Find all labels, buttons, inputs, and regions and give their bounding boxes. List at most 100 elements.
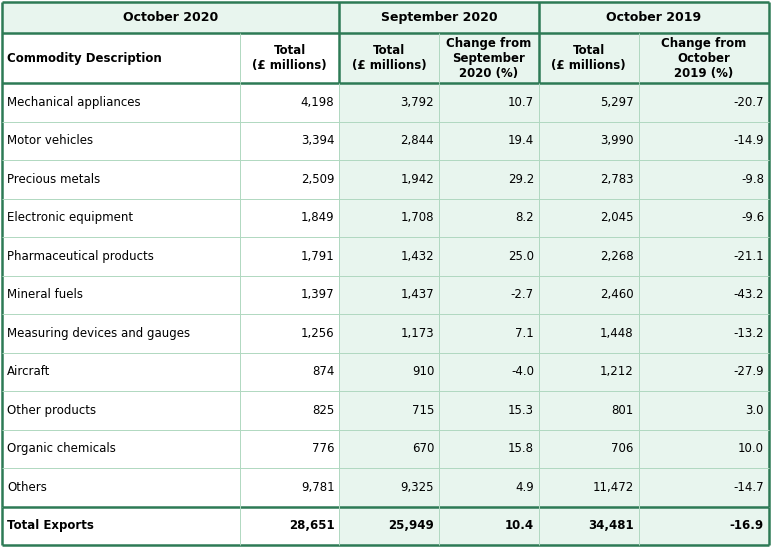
Text: 3,394: 3,394 (301, 135, 335, 147)
Text: -14.7: -14.7 (733, 481, 764, 494)
Text: 1,791: 1,791 (301, 250, 335, 263)
Text: -2.7: -2.7 (510, 288, 534, 301)
Text: 11,472: 11,472 (592, 481, 634, 494)
Text: September 2020: September 2020 (381, 11, 497, 24)
Text: Total
(£ millions): Total (£ millions) (352, 44, 426, 72)
Text: 910: 910 (412, 365, 434, 379)
Text: 29.2: 29.2 (507, 173, 534, 186)
Text: 9,781: 9,781 (301, 481, 335, 494)
Text: 9,325: 9,325 (401, 481, 434, 494)
Text: Mineral fuels: Mineral fuels (7, 288, 83, 301)
Text: 776: 776 (312, 443, 335, 455)
Bar (2, 199, 339, 237)
Text: 1,849: 1,849 (301, 211, 335, 224)
Text: Precious metals: Precious metals (7, 173, 100, 186)
Text: Measuring devices and gauges: Measuring devices and gauges (7, 327, 190, 340)
Text: 15.8: 15.8 (508, 443, 534, 455)
Bar (2, 276, 339, 314)
Bar (339, 429, 769, 468)
Text: Motor vehicles: Motor vehicles (7, 135, 93, 147)
Text: Pharmaceutical products: Pharmaceutical products (7, 250, 154, 263)
Text: 25.0: 25.0 (508, 250, 534, 263)
Bar (339, 391, 769, 429)
Bar (339, 507, 769, 545)
Text: -13.2: -13.2 (733, 327, 764, 340)
Bar (2, 83, 339, 121)
Text: 15.3: 15.3 (508, 404, 534, 417)
Text: Total
(£ millions): Total (£ millions) (551, 44, 626, 72)
Text: 4.9: 4.9 (515, 481, 534, 494)
Bar (2, 237, 339, 276)
Text: -4.0: -4.0 (511, 365, 534, 379)
Text: October 2020: October 2020 (123, 11, 218, 24)
Bar (339, 237, 769, 276)
Bar (339, 314, 769, 353)
Text: 2,783: 2,783 (600, 173, 634, 186)
Bar (339, 121, 769, 160)
Text: -20.7: -20.7 (733, 96, 764, 109)
Text: 2,460: 2,460 (600, 288, 634, 301)
Text: 2,844: 2,844 (401, 135, 434, 147)
Text: 825: 825 (312, 404, 335, 417)
Text: 3,792: 3,792 (401, 96, 434, 109)
Bar (2, 468, 339, 507)
Text: -9.6: -9.6 (741, 211, 764, 224)
Text: -43.2: -43.2 (733, 288, 764, 301)
Text: 2,045: 2,045 (600, 211, 634, 224)
Text: 1,397: 1,397 (301, 288, 335, 301)
Text: Organic chemicals: Organic chemicals (7, 443, 116, 455)
Bar (2, 507, 339, 545)
Bar (2, 121, 339, 160)
Text: 3.0: 3.0 (746, 404, 764, 417)
Bar (2, 160, 339, 199)
Text: 1,708: 1,708 (401, 211, 434, 224)
Text: Mechanical appliances: Mechanical appliances (7, 96, 140, 109)
Text: 2,509: 2,509 (301, 173, 335, 186)
Text: 19.4: 19.4 (507, 135, 534, 147)
Text: 4,198: 4,198 (301, 96, 335, 109)
Text: Commodity Description: Commodity Description (7, 51, 162, 65)
Text: -9.8: -9.8 (741, 173, 764, 186)
Text: 874: 874 (312, 365, 335, 379)
Bar (339, 33, 769, 83)
Text: 1,173: 1,173 (401, 327, 434, 340)
Text: 2,268: 2,268 (600, 250, 634, 263)
Text: Electronic equipment: Electronic equipment (7, 211, 133, 224)
Text: 7.1: 7.1 (515, 327, 534, 340)
Text: -16.9: -16.9 (730, 519, 764, 532)
Text: 1,432: 1,432 (401, 250, 434, 263)
Bar (339, 353, 769, 391)
Bar (2, 391, 339, 429)
Text: 10.0: 10.0 (738, 443, 764, 455)
Text: 34,481: 34,481 (588, 519, 634, 532)
Bar (339, 468, 769, 507)
Text: Total Exports: Total Exports (7, 519, 94, 532)
Text: 25,949: 25,949 (389, 519, 434, 532)
Text: -21.1: -21.1 (733, 250, 764, 263)
Bar (339, 199, 769, 237)
Bar (2, 353, 339, 391)
Text: 1,212: 1,212 (600, 365, 634, 379)
Bar (339, 83, 769, 121)
Text: 3,990: 3,990 (600, 135, 634, 147)
Text: 715: 715 (412, 404, 434, 417)
Text: 1,437: 1,437 (401, 288, 434, 301)
Bar (339, 160, 769, 199)
Bar (339, 276, 769, 314)
Text: Others: Others (7, 481, 47, 494)
Text: 10.7: 10.7 (508, 96, 534, 109)
Text: -14.9: -14.9 (733, 135, 764, 147)
Text: -27.9: -27.9 (733, 365, 764, 379)
Text: 10.4: 10.4 (505, 519, 534, 532)
Text: 706: 706 (611, 443, 634, 455)
Text: 670: 670 (412, 443, 434, 455)
Text: 801: 801 (611, 404, 634, 417)
Bar (2, 429, 339, 468)
Text: 5,297: 5,297 (600, 96, 634, 109)
Bar (2, 33, 339, 83)
Bar (2, 2, 769, 33)
Text: 1,942: 1,942 (400, 173, 434, 186)
Text: 1,256: 1,256 (301, 327, 335, 340)
Text: 1,448: 1,448 (600, 327, 634, 340)
Text: 28,651: 28,651 (289, 519, 335, 532)
